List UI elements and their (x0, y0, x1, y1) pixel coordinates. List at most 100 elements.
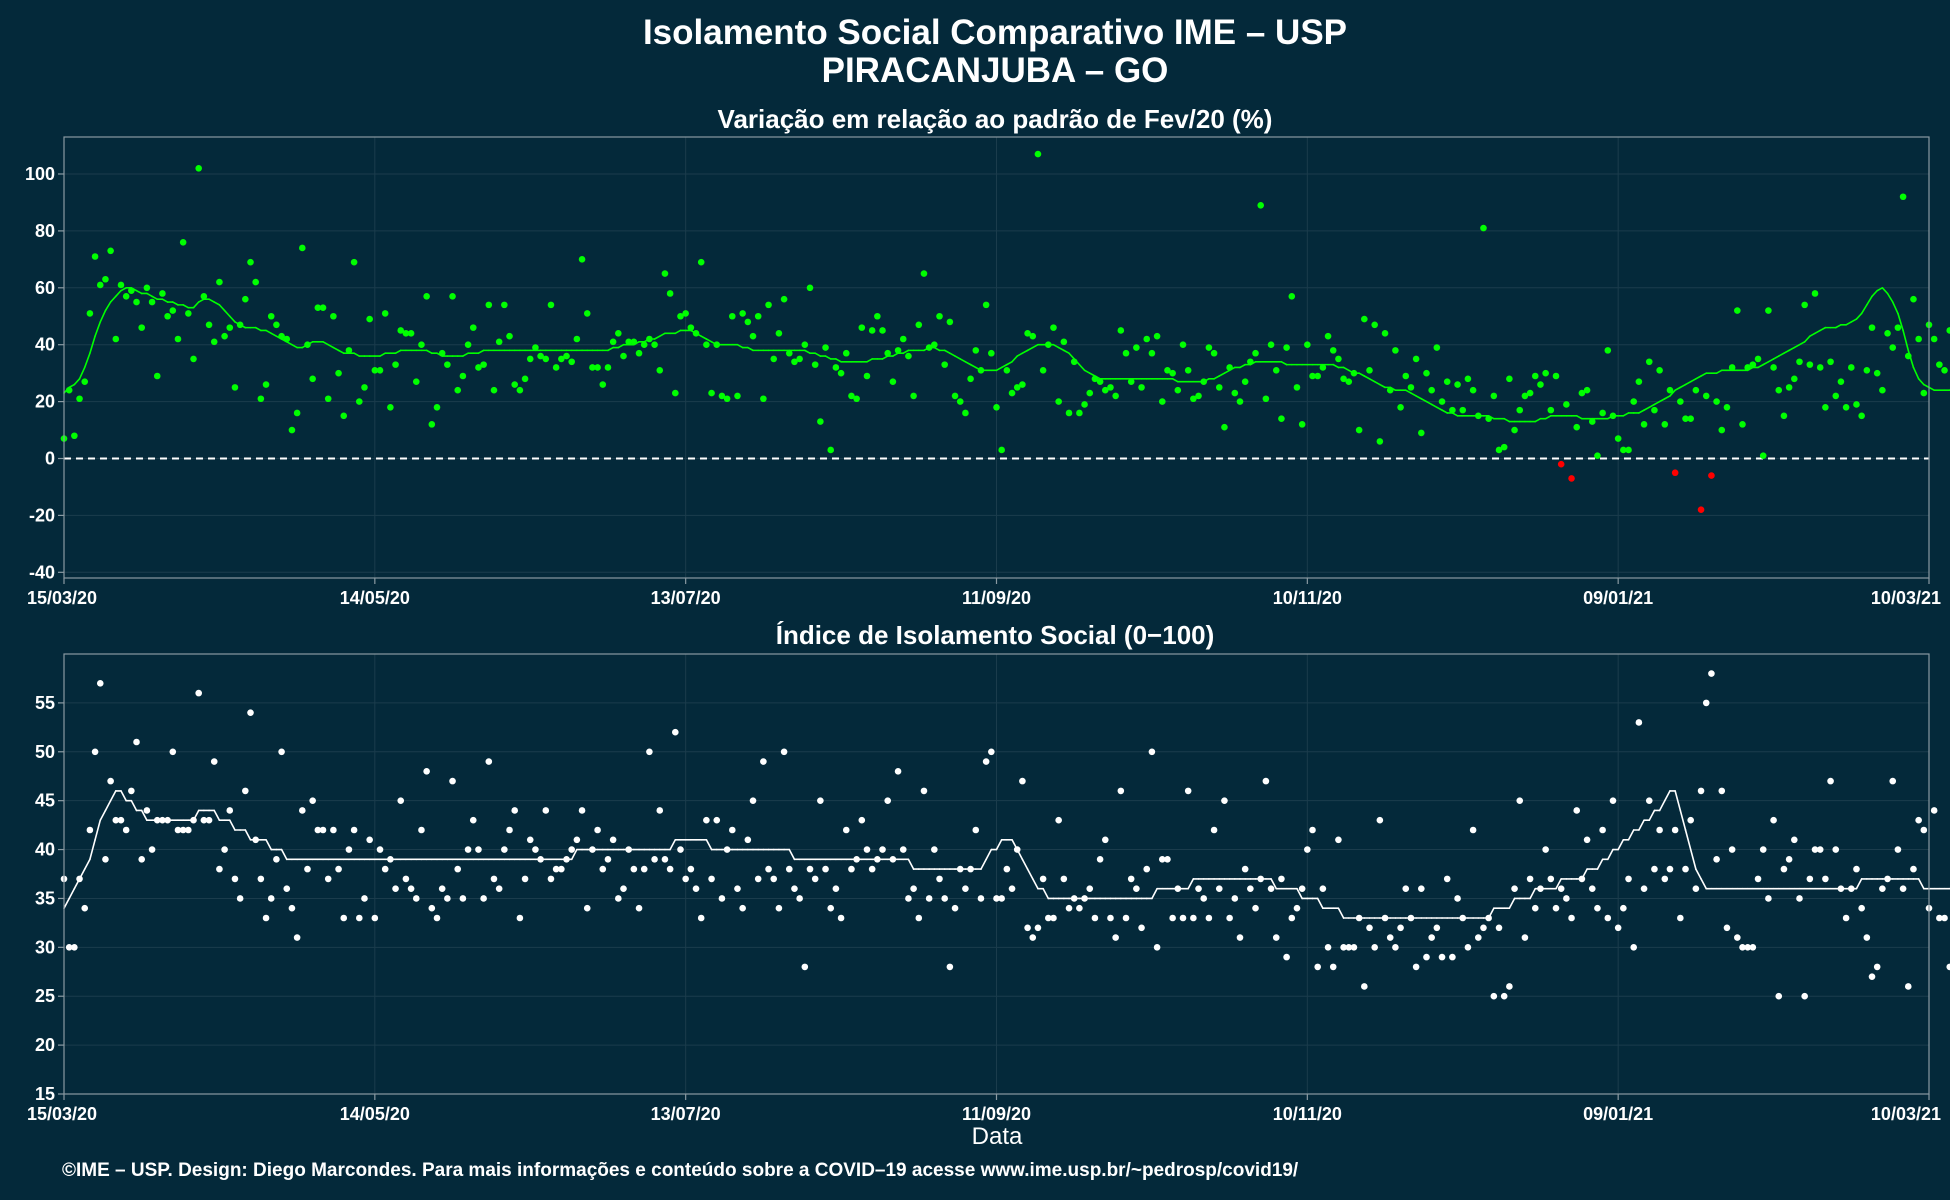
variation-average-segment (1860, 304, 1868, 315)
variation-point (1003, 367, 1011, 374)
index-average-segment (907, 858, 915, 870)
variation-moving-average (63, 286, 1950, 423)
index-point (148, 846, 156, 853)
index-point (583, 904, 591, 912)
index-point (283, 885, 291, 892)
index-average-segment (213, 809, 221, 822)
index-point (1065, 904, 1073, 912)
variation-point (1640, 421, 1648, 428)
index-point (537, 856, 544, 863)
index-point (1785, 856, 1793, 863)
index-point (242, 787, 249, 795)
y-tick-label: 0 (45, 449, 55, 469)
index-point (687, 865, 695, 873)
index-point (1055, 816, 1062, 824)
variation-average-segment (954, 355, 962, 360)
index-point (1604, 914, 1612, 922)
variation-point (739, 310, 746, 317)
variation-average-segment (1420, 397, 1428, 403)
variation-point (1076, 409, 1083, 417)
y-tick-label: 20 (35, 1035, 55, 1055)
index-point (1200, 895, 1208, 902)
index-average-segment (130, 799, 138, 812)
variation-average-segment (1239, 363, 1246, 369)
index-point (1335, 836, 1342, 844)
index-point (1169, 914, 1176, 922)
index-point (1547, 875, 1555, 883)
variation-point (1625, 446, 1632, 454)
index-point (817, 797, 824, 804)
variation-point (1257, 201, 1265, 209)
index-point (1816, 846, 1824, 853)
index-point (159, 816, 166, 824)
index-point (1614, 924, 1622, 932)
variation-point (1366, 367, 1373, 374)
variation-point (1371, 321, 1378, 329)
index-point (863, 846, 871, 853)
index-point (252, 836, 259, 844)
index-point (1039, 875, 1047, 883)
variation-point (117, 281, 125, 289)
index-point (1267, 885, 1275, 892)
index-point (599, 865, 607, 873)
variation-point (558, 355, 565, 363)
variation-average-segment (1063, 349, 1070, 355)
index-point (278, 748, 285, 756)
index-point (744, 836, 752, 844)
index-average-segment (705, 838, 713, 851)
variation-point (133, 298, 140, 306)
index-point (1775, 992, 1783, 1000)
variation-point (1765, 307, 1772, 314)
variation-point (661, 270, 669, 277)
index-point (1127, 875, 1135, 883)
variation-average-segment (1016, 352, 1024, 357)
variation-average-segment (1332, 363, 1340, 369)
index-point (1920, 826, 1928, 834)
index-point (1469, 826, 1477, 834)
index-average-segment (1917, 878, 1925, 890)
index-point (672, 728, 679, 736)
variation-point (718, 392, 726, 400)
index-point (982, 758, 990, 765)
index-point (1474, 934, 1482, 941)
variation-point (1749, 361, 1757, 368)
variation-point (594, 364, 601, 371)
variation-point (573, 335, 581, 343)
index-point (1407, 914, 1415, 922)
index-average-segment (228, 819, 236, 831)
index-point (335, 865, 342, 873)
variation-average-segment (291, 343, 298, 349)
index-point (1873, 963, 1881, 971)
index-point (609, 836, 617, 844)
index-point (91, 748, 99, 756)
variation-point (827, 446, 835, 454)
variation-point (1122, 349, 1130, 357)
variation-point (1832, 392, 1840, 400)
index-point (1236, 934, 1244, 941)
index-point (195, 689, 202, 697)
index-point (780, 748, 788, 756)
variation-point (1200, 378, 1208, 385)
x-tick-label: 13/07/20 (651, 588, 721, 608)
index-point (1138, 924, 1145, 932)
index-point (1739, 944, 1746, 951)
variation-point (1070, 358, 1078, 366)
variation-average-segment (1788, 346, 1796, 352)
variation-point (1645, 358, 1653, 366)
index-point (350, 826, 358, 834)
variation-average-segment (1793, 343, 1801, 349)
index-point (868, 865, 876, 873)
index-point (1796, 895, 1803, 902)
variation-average-segment (223, 309, 231, 318)
variation-point (889, 378, 897, 385)
index-point (1013, 846, 1021, 853)
index-gridlines (63, 654, 1930, 1095)
variation-point (1293, 384, 1301, 391)
variation-point (1355, 426, 1363, 434)
y-tick-label: 55 (35, 693, 55, 713)
variation-point (1065, 409, 1073, 417)
variation-average-segment (1171, 378, 1179, 383)
variation-point (1345, 378, 1353, 385)
variation-point (169, 307, 177, 314)
variation-point (780, 295, 788, 303)
